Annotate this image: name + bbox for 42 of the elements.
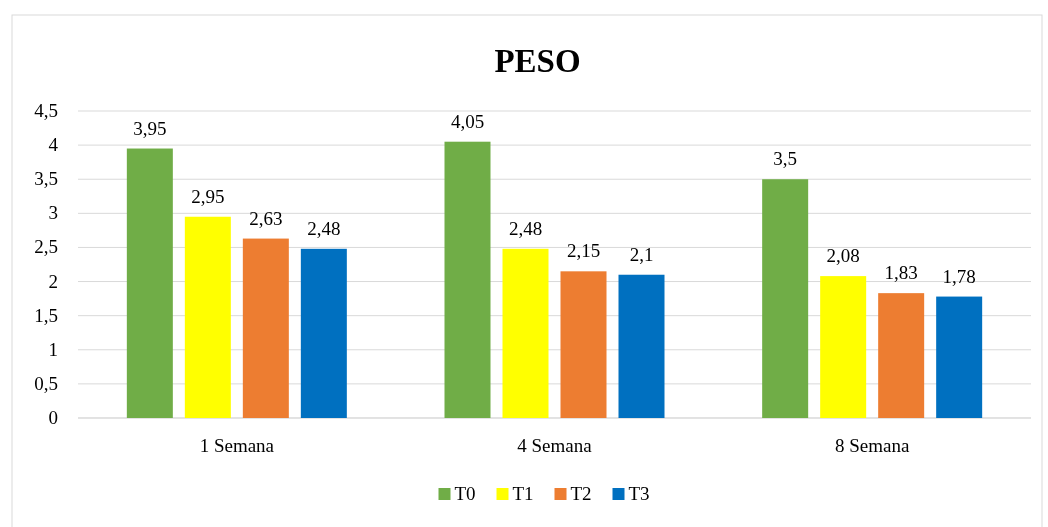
bar <box>444 141 491 418</box>
bar <box>618 274 665 418</box>
x-tick-label: 8 Semana <box>834 435 910 456</box>
data-label: 1,83 <box>884 262 918 284</box>
bar <box>820 276 867 418</box>
data-label: 2,1 <box>629 243 654 265</box>
data-label: 1,78 <box>942 265 976 287</box>
bar <box>502 248 549 418</box>
data-label: 2,48 <box>307 217 341 239</box>
chart-title: PESO <box>494 43 581 79</box>
data-label: 2,08 <box>826 245 860 267</box>
bar <box>560 271 607 418</box>
bar <box>300 248 347 418</box>
x-tick-label: 4 Semana <box>517 435 593 456</box>
bar <box>242 238 289 418</box>
data-label: 3,5 <box>773 148 798 170</box>
data-label: 3,95 <box>133 117 167 139</box>
legend-label: T3 <box>628 483 650 504</box>
y-tick-label: 0,5 <box>34 372 58 394</box>
y-tick-label: 2 <box>48 270 58 292</box>
y-tick-label: 2,5 <box>34 236 58 258</box>
bar <box>126 148 173 418</box>
y-tick-label: 4,5 <box>34 100 58 121</box>
y-tick-label: 3,5 <box>34 168 58 190</box>
bar <box>762 179 809 418</box>
x-tick-label: 1 Semana <box>199 435 275 456</box>
legend-label: T0 <box>454 483 476 504</box>
y-tick-label: 0 <box>48 407 58 428</box>
data-label: 2,15 <box>566 240 601 262</box>
y-tick-label: 4 <box>48 134 59 156</box>
y-tick-label: 1,5 <box>34 304 58 326</box>
data-label: 2,63 <box>249 207 283 229</box>
y-tick-label: 3 <box>48 202 58 224</box>
data-label: 4,05 <box>450 110 485 132</box>
bar <box>936 296 983 418</box>
y-tick-label: 1 <box>48 338 58 360</box>
legend-label: T2 <box>570 483 592 504</box>
bar <box>878 293 925 418</box>
data-label: 2,48 <box>508 217 543 239</box>
data-label: 2,95 <box>191 185 225 207</box>
legend-label: T1 <box>512 483 534 504</box>
bar <box>184 216 231 418</box>
